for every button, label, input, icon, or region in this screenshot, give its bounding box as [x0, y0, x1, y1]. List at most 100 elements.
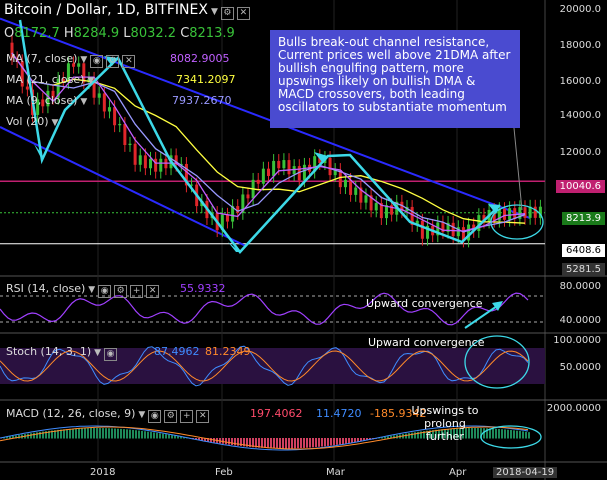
candle-body: [267, 168, 270, 176]
x-tick: 2018: [90, 467, 116, 478]
macd-histogram-bar: [12, 436, 14, 439]
x-tick: Mar: [326, 467, 345, 478]
candle-body: [77, 63, 81, 67]
chevron-down-icon[interactable]: ▼: [210, 7, 218, 17]
macd-histogram-bar: [72, 428, 74, 439]
add-icon: +: [180, 410, 194, 423]
macd-histogram-bar: [138, 430, 140, 439]
candle-body: [10, 42, 14, 59]
macd-histogram-bar: [204, 438, 206, 442]
candle-body: [369, 195, 373, 211]
macd-histogram-bar: [378, 437, 380, 439]
macd-histogram-bar: [102, 428, 104, 439]
macd-histogram-bar: [54, 430, 56, 439]
candle-body: [390, 205, 394, 215]
candle-body: [190, 184, 194, 186]
macd-histogram-bar: [507, 429, 509, 439]
macd-histogram-bar: [243, 438, 245, 447]
close-icon: ✕: [146, 285, 160, 298]
candle-body: [461, 227, 465, 241]
macd-histogram-bar: [111, 428, 113, 439]
candle-body: [482, 215, 486, 222]
indicator-ma21[interactable]: MA (21, close) ▼: [6, 73, 95, 86]
macd-histogram-bar: [483, 428, 485, 439]
macd-annotation: Upswings to prolong further: [411, 404, 479, 443]
macd-histogram-bar: [258, 438, 260, 448]
macd-histogram-bar: [141, 430, 143, 439]
indicator-ma9[interactable]: MA (9, close) ▼: [6, 94, 88, 107]
macd-histogram-bar: [249, 438, 251, 447]
macd-histogram-bar: [162, 433, 164, 439]
macd-line-value: 11.4720: [316, 407, 362, 420]
macd-line: [0, 425, 529, 451]
candle-body: [107, 107, 111, 112]
candle-body: [123, 123, 127, 146]
eye-icon: ◉: [98, 285, 112, 298]
candle-body: [241, 194, 245, 213]
macd-histogram-bar: [285, 438, 287, 449]
indicator-volume[interactable]: Vol (20) ▼: [6, 115, 59, 128]
macd-histogram-bar: [114, 428, 116, 439]
candle-body: [282, 160, 286, 169]
macd-histogram-bar: [147, 431, 149, 439]
add-icon: +: [130, 285, 144, 298]
ma7-line: [11, 52, 526, 232]
macd-ellipse: [480, 425, 542, 449]
macd-histogram-bar: [168, 434, 170, 439]
macd-histogram-bar: [498, 428, 500, 439]
ma9-line: [11, 52, 526, 233]
settings-icon[interactable]: ⚙: [220, 7, 234, 20]
macd-histogram-bar: [501, 429, 503, 439]
candle-body: [128, 143, 132, 146]
candle-body: [118, 123, 122, 126]
indicator-ma7[interactable]: MA (7, close) ▼ ◉ ⚙ ✕: [6, 52, 136, 68]
macd-histogram-bar: [45, 431, 47, 439]
macd-histogram-bar: [339, 438, 341, 445]
macd-histogram-bar: [126, 429, 128, 439]
macd-histogram-bar: [57, 429, 59, 439]
stoch-label[interactable]: Stoch (14, 3, 1) ▼ ◉: [6, 345, 118, 361]
candle-body: [508, 208, 512, 220]
arrow-head-icon: [34, 144, 42, 160]
macd-histogram-bar: [405, 433, 407, 439]
macd-histogram-bar: [39, 431, 41, 439]
candle-body: [154, 158, 158, 172]
macd-histogram-bar: [132, 429, 134, 439]
macd-histogram-bar: [129, 429, 131, 439]
resistance-badge: 10040.6: [555, 180, 605, 193]
macd-histogram-bar: [261, 438, 263, 448]
macd-histogram-bar: [387, 436, 389, 439]
macd-label[interactable]: MACD (12, 26, close, 9) ▼ ◉ ⚙ + ✕: [6, 407, 210, 423]
settings-icon: ⚙: [114, 285, 128, 298]
macd-histogram-bar: [306, 438, 308, 448]
macd-histogram-bar: [150, 432, 152, 439]
candle-body: [364, 195, 368, 203]
candle-body: [277, 160, 281, 169]
macd-histogram-bar: [30, 433, 32, 439]
candle-body: [102, 93, 106, 112]
candle-body: [420, 220, 424, 239]
macd-histogram-bar: [318, 438, 320, 447]
arrow-head-icon: [228, 242, 240, 252]
macd-histogram-bar: [360, 438, 362, 442]
candle-body: [436, 222, 440, 236]
macd-histogram-bar: [525, 431, 527, 439]
macd-histogram-bar: [363, 438, 365, 441]
candle-body: [138, 155, 142, 165]
rsi-label[interactable]: RSI (14, close) ▼ ◉ ⚙ + ✕: [6, 282, 160, 298]
macd-signal-line: [0, 426, 529, 450]
macd-histogram-bar: [489, 428, 491, 439]
macd-histogram-bar: [69, 428, 71, 439]
candle-body: [328, 157, 332, 176]
candle-body: [354, 187, 358, 195]
macd-histogram-bar: [240, 438, 242, 447]
macd-histogram-bar: [159, 433, 161, 439]
macd-histogram-bar: [231, 438, 233, 446]
macd-histogram-bar: [294, 438, 296, 449]
stoch-k-value: 87.4962: [154, 345, 200, 358]
macd-histogram-bar: [474, 428, 476, 439]
candle-body: [410, 206, 414, 225]
candle-body: [518, 207, 522, 219]
close-icon[interactable]: ✕: [236, 7, 250, 20]
candle-body: [492, 209, 496, 221]
